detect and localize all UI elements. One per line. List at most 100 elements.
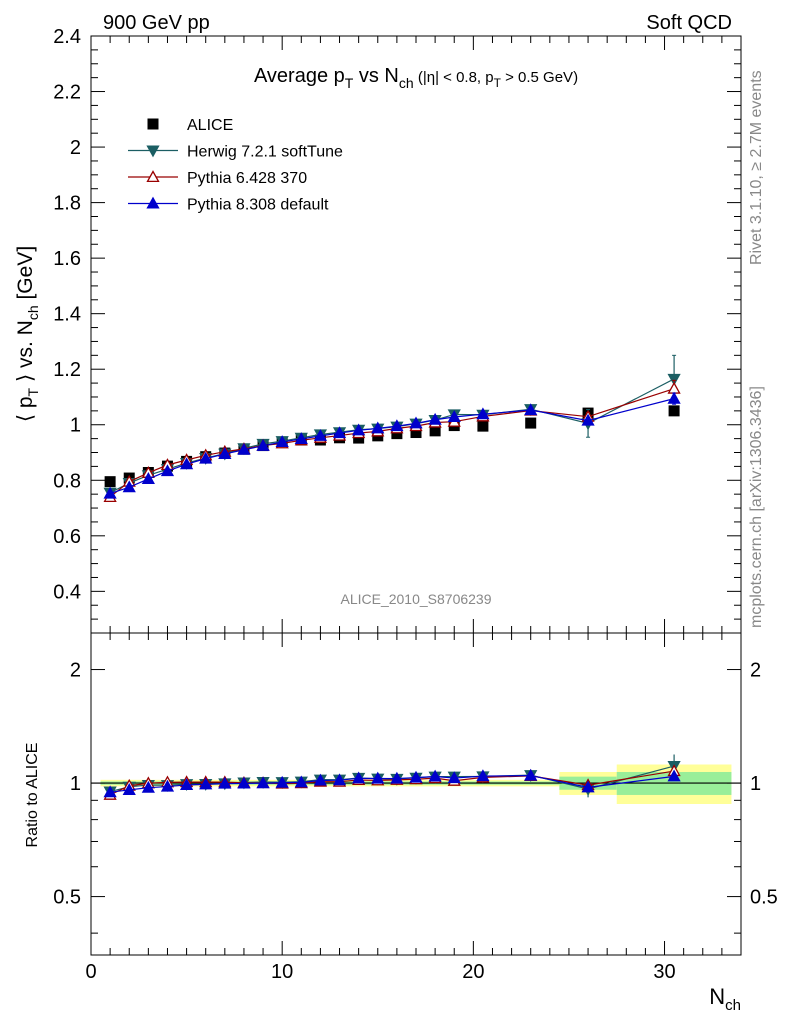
pythia-8-308-default-point [199,451,213,464]
pythia-8-308-default-ratio-point [352,771,366,784]
pythia-8-308-default-ratio-point [256,776,270,789]
pythia-8-308-default-point [256,439,270,451]
pythia-8-308-default-point [160,464,175,477]
chart-title: Average pT vs Nch (|η| < 0.8, pT > 0.5 G… [254,65,578,91]
y-tick-label: 2 [70,137,81,159]
pythia-8-308-default-point [667,391,681,404]
pythia-8-308-default-point [524,403,538,416]
title-a-sub: T [345,75,354,91]
pythia-8-308-default-point [409,416,423,429]
x-tick-label: 30 [653,961,675,983]
pythia-8-308-default-ratio-point [160,779,175,792]
pythia-8-308-default-ratio-point [524,768,538,781]
pythia-8-308-default-ratio-point [237,776,251,789]
pythia-8-308-default-ratio-point [179,778,194,791]
header-left: 900 GeV pp [103,12,210,34]
ratio-panel [90,633,742,955]
y-axis-label: ⟨ pT ⟩ vs. Nch [GeV] [14,246,41,422]
pythia-6-428-370-line [109,388,675,498]
legend-label-pythia-8-308-default: Pythia 8.308 default [187,197,329,214]
pythia-8-308-default-point [179,457,194,470]
pythia-8-308-default-point [476,407,490,420]
legend-marker-herwig-7-2-1-softtune [146,145,160,158]
title-c-sub: T [494,76,502,90]
pythia-8-308-default-point [390,419,404,432]
title-b-sub: ch [399,75,414,91]
title-c: (|η| < 0.8, p [414,69,494,86]
ratio-frame [90,632,742,956]
pythia-8-308-default-ratio-point [199,777,213,790]
y-tick-label: 0.8 [53,470,81,492]
pythia-8-308-default-point [237,442,251,455]
analysis-watermark: ALICE_2010_S8706239 [340,591,491,607]
pythia-8-308-default-ratio-point [428,769,442,782]
pythia-8-308-default-point [218,447,232,459]
alice-point [429,425,441,437]
pythia-8-308-default-point [371,421,385,434]
alice-point [477,420,489,432]
ratio-y-tick-label: 2 [70,660,81,682]
pythia-8-308-default-point [122,480,136,493]
pythia-8-308-default-ratio-point [390,771,404,784]
y-tick-label: 1.2 [53,359,81,381]
y-tick-label: 0.4 [53,581,81,603]
pythia-8-308-default-ratio-point [141,780,155,793]
title-b: vs N [353,65,399,87]
title-a: Average p [254,65,345,87]
pythia-8-308-default-point [275,435,289,448]
ratio-y-tick-label-right: 0.5 [750,887,778,909]
x-tick-label: 0 [85,961,96,983]
pythia-8-308-default-ratio-point [581,780,595,793]
pythia-8-308-default-ratio-point [275,775,289,788]
alice-point [410,427,422,439]
legend-label-alice: ALICE [187,117,233,134]
rivet-label: Rivet 3.1.10, ≥ 2.7M events [748,70,765,265]
pythia-8-308-default-ratio-point [476,769,490,782]
header-right: Soft QCD [646,12,732,34]
legend-marker-alice [147,118,159,130]
y-tick-label: 2.2 [53,82,81,104]
pythia-8-308-default-point [294,432,308,444]
pythia-8-308-default-ratio-point [332,773,347,786]
pythia-8-308-default-point [581,413,595,426]
y-tick-label: 0.6 [53,526,81,548]
y-tick-label: 1 [70,415,81,437]
alice-point [391,428,403,440]
y-tick-label: 1.8 [53,193,81,215]
mcplots-label: mcplots.cern.ch [arXiv:1306.3436] [748,386,765,628]
pythia-8-308-default-point [447,410,461,423]
legend-marker-pythia-6-428-370 [146,170,160,183]
pythia-8-308-default-point [352,423,366,436]
y-tick-label: 2.4 [53,26,81,48]
x-tick-label: 20 [462,961,484,983]
pythia-8-308-default-ratio-point [122,783,136,795]
y-tick-label: 1.6 [53,248,81,270]
alice-point [525,417,537,429]
pythia-8-308-default-ratio-point [218,776,232,789]
pythia-8-308-default-point [141,472,155,484]
x-tick-label: 10 [271,961,293,983]
pythia-8-308-default-ratio-point [294,775,308,788]
legend: ALICE Herwig 7.2.1 softTune Pythia 6.428 3… [128,117,343,214]
pythia-8-308-default-ratio-point [447,771,461,784]
ratio-y-axis-label: Ratio to ALICE [24,743,41,848]
alice-point [668,405,680,417]
herwig-7-2-1-softtune-point [667,373,681,386]
title-d: > 0.5 GeV) [501,69,578,86]
main-panel [90,35,742,633]
pythia-8-308-default-point [428,412,442,425]
pythia-8-308-default-point [103,486,117,499]
legend-marker-pythia-8-308-default [146,196,160,209]
pythia-8-308-default-point [332,426,347,439]
pythia-8-308-default-ratio-point [409,770,423,783]
ratio-y-tick-label-right: 2 [750,660,761,682]
x-axis-label: Nch [709,984,741,1014]
ratio-y-tick-label-right: 1 [750,773,761,795]
ratio-y-tick-label: 0.5 [53,887,81,909]
alice-point [104,476,116,488]
pythia-8-308-default-ratio-point [313,773,328,786]
pythia-8-308-default-ratio-point [667,769,681,782]
pythia-8-308-default-point [313,429,328,441]
pythia-8-308-default-ratio-point [103,785,117,798]
